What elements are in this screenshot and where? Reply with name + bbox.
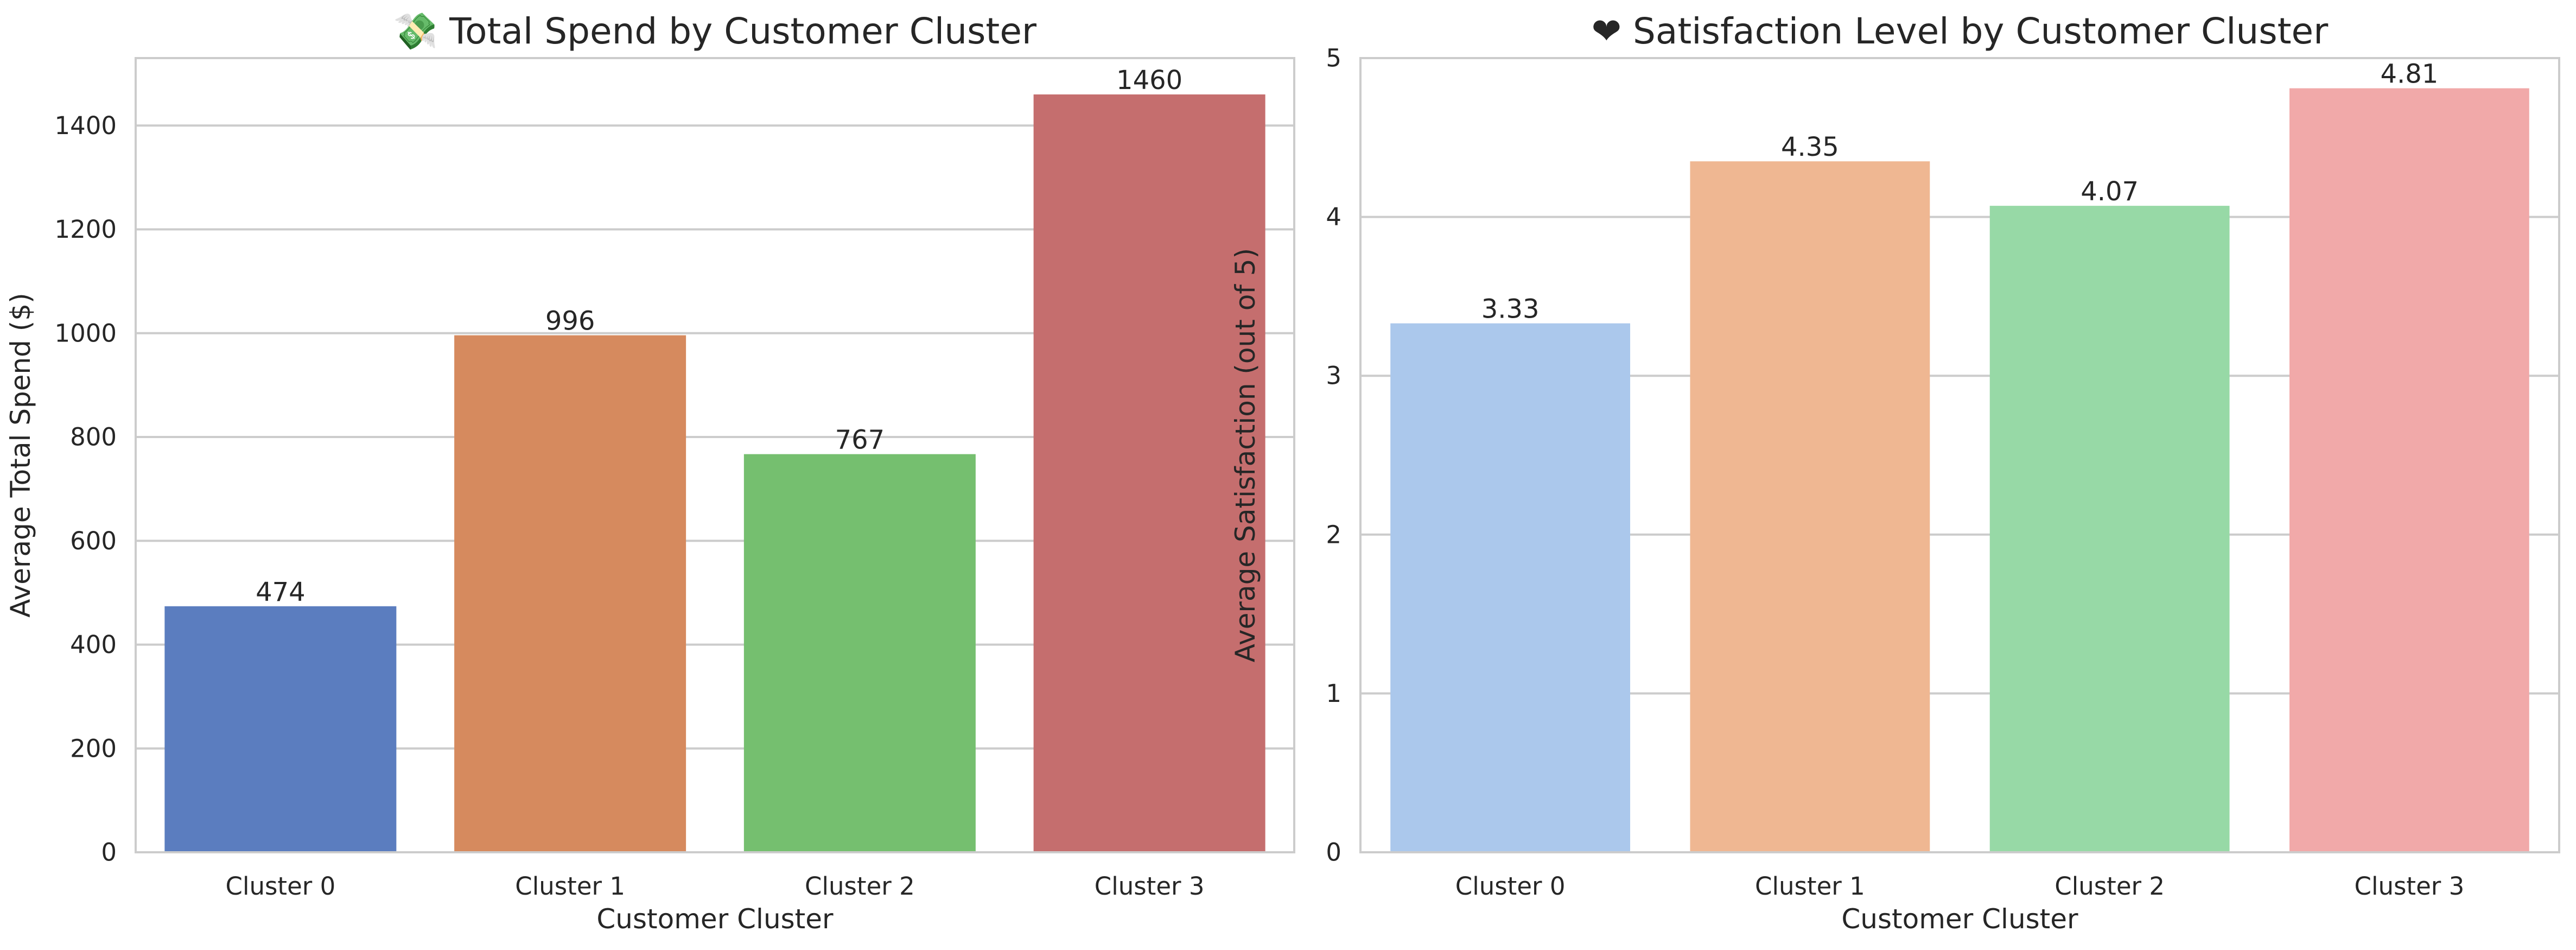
x-axis-label: Customer Cluster bbox=[596, 903, 834, 935]
bar-cluster-0 bbox=[1390, 323, 1631, 852]
bar-value-label: 996 bbox=[545, 306, 595, 337]
y-tick-label: 800 bbox=[70, 423, 117, 452]
y-tick-label: 4 bbox=[1326, 202, 1341, 231]
x-axis-label: Customer Cluster bbox=[1841, 903, 2078, 935]
y-tick-label: 1200 bbox=[54, 215, 117, 244]
bar-cluster-1 bbox=[454, 335, 686, 852]
y-tick-label: 1400 bbox=[54, 111, 117, 140]
bar-cluster-1 bbox=[1690, 161, 1930, 853]
axes-frame bbox=[135, 57, 1295, 853]
bar-cluster-3 bbox=[2289, 88, 2529, 852]
x-tick-label: Cluster 1 bbox=[515, 872, 625, 901]
y-tick-label: 600 bbox=[70, 527, 117, 555]
chart-title: 💸 Total Spend by Customer Cluster bbox=[393, 10, 1037, 52]
y-axis-label: Average Satisfaction (out of 5) bbox=[1230, 248, 1261, 662]
y-axis-label: Average Total Spend ($) bbox=[5, 293, 36, 617]
bar-cluster-2 bbox=[743, 454, 976, 852]
chart-title: ❤ Satisfaction Level by Customer Cluster bbox=[1592, 10, 2329, 52]
y-tick-label: 1 bbox=[1326, 679, 1341, 708]
chart-panel-0: 0 200 400 600 800 1000 1200 1400 474 Cluster 0 996… bbox=[5, 10, 1295, 935]
x-tick-label: Cluster 2 bbox=[805, 872, 915, 901]
x-tick-label: Cluster 1 bbox=[1755, 872, 1865, 901]
bar-value-label: 767 bbox=[835, 425, 885, 455]
x-tick-label: Cluster 0 bbox=[226, 872, 336, 901]
y-tick-label: 2 bbox=[1326, 520, 1341, 549]
bar-value-label: 4.07 bbox=[2081, 176, 2139, 207]
y-tick-label: 1000 bbox=[54, 319, 117, 347]
bar-cluster-2 bbox=[1989, 206, 2230, 852]
bar-cluster-0 bbox=[164, 606, 397, 852]
axes-frame bbox=[1359, 57, 2560, 853]
x-tick-label: Cluster 3 bbox=[1095, 872, 1205, 901]
bar-value-label: 474 bbox=[256, 577, 306, 607]
x-tick-label: Cluster 3 bbox=[2355, 872, 2465, 901]
y-tick-label: 5 bbox=[1326, 44, 1341, 73]
x-tick-label: Cluster 0 bbox=[1455, 872, 1566, 901]
y-tick-label: 0 bbox=[101, 838, 117, 867]
bar-value-label: 4.35 bbox=[1781, 132, 1839, 162]
bar-cluster-3 bbox=[1033, 94, 1265, 852]
bar-value-label: 1460 bbox=[1116, 65, 1182, 96]
y-tick-label: 3 bbox=[1326, 362, 1341, 390]
y-tick-label: 400 bbox=[70, 630, 117, 659]
bar-value-label: 3.33 bbox=[1481, 294, 1540, 325]
y-tick-label: 200 bbox=[70, 734, 117, 763]
y-tick-label: 0 bbox=[1326, 838, 1341, 867]
chart-panel-1: 0 1 2 3 4 5 3.33 Cluster 0 4.35 Cluster 1 4.07 Clus… bbox=[1230, 10, 2560, 935]
bar-value-label: 4.81 bbox=[2380, 59, 2438, 90]
x-tick-label: Cluster 2 bbox=[2055, 872, 2165, 901]
